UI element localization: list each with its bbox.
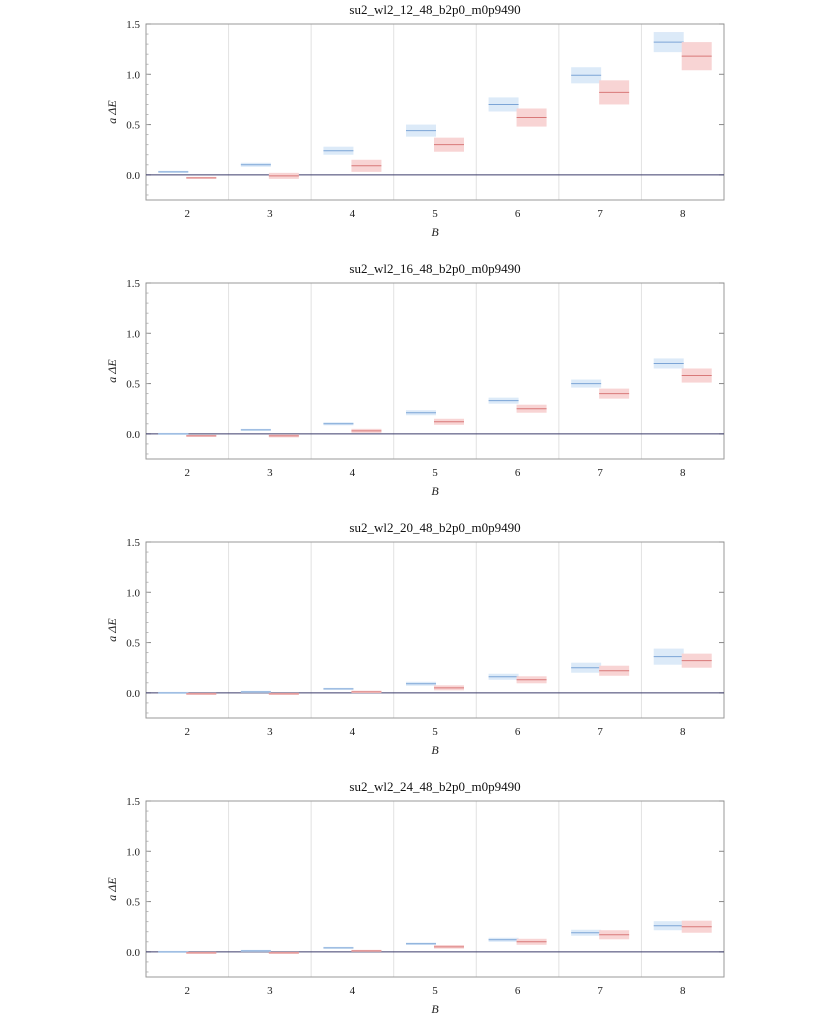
y-axis-label: a ΔE	[105, 618, 119, 642]
y-tick-label: 0.5	[126, 379, 140, 391]
x-axis-label: B	[431, 743, 439, 757]
x-tick-label: 4	[350, 208, 356, 220]
x-tick-label: 7	[597, 208, 603, 220]
x-tick-label: 5	[432, 467, 438, 479]
y-tick-label: 1.5	[126, 537, 140, 549]
chart-panel-1: su2_wl2_12_48_b2p0_m0p9490 0.0 0.5 1.0 1.5 2 3…	[105, 2, 725, 239]
x-tick-label: 7	[597, 985, 603, 997]
x-tick-label: 3	[267, 985, 273, 997]
y-tick-label: 1.5	[126, 19, 140, 31]
y-tick-label: 0.0	[126, 688, 140, 700]
y-axis-label: a ΔE	[105, 359, 119, 383]
x-tick-label: 8	[680, 985, 686, 997]
chart-title: su2_wl2_16_48_b2p0_m0p9490	[349, 261, 520, 276]
x-tick-label: 2	[185, 467, 191, 479]
x-tick-label: 2	[185, 985, 191, 997]
x-tick-label: 7	[597, 467, 603, 479]
plot-frame	[145, 541, 725, 719]
y-tick-label: 0.5	[126, 120, 140, 132]
plot-frame	[145, 23, 725, 201]
y-tick-label: 1.0	[126, 328, 140, 340]
plot-frame	[145, 282, 725, 460]
x-tick-label: 8	[680, 208, 686, 220]
x-tick-label: 6	[515, 467, 521, 479]
chart-panel-3: su2_wl2_20_48_b2p0_m0p9490 0.0 0.5 1.0 1.5 2 3…	[105, 520, 725, 757]
y-tick-label: 0.0	[126, 947, 140, 959]
chart-panel-2: su2_wl2_16_48_b2p0_m0p9490 0.0 0.5 1.0 1.5 2 3…	[105, 261, 725, 498]
chart-title: su2_wl2_20_48_b2p0_m0p9490	[349, 520, 520, 535]
x-tick-label: 4	[350, 726, 356, 738]
chart-title: su2_wl2_12_48_b2p0_m0p9490	[349, 2, 520, 17]
x-axis-label: B	[431, 1002, 439, 1016]
x-tick-label: 3	[267, 208, 273, 220]
y-tick-label: 0.0	[126, 170, 140, 182]
y-tick-label: 0.0	[126, 429, 140, 441]
y-axis-label: a ΔE	[105, 877, 119, 901]
x-tick-label: 2	[185, 208, 191, 220]
x-tick-label: 5	[432, 985, 438, 997]
x-tick-label: 4	[350, 985, 356, 997]
chart-panel-4: su2_wl2_24_48_b2p0_m0p9490 0.0 0.5 1.0 1.5 2 3…	[105, 779, 725, 1016]
x-tick-label: 6	[515, 726, 521, 738]
y-tick-label: 0.5	[126, 638, 140, 650]
x-tick-label: 2	[185, 726, 191, 738]
x-tick-label: 8	[680, 726, 686, 738]
x-axis-label: B	[431, 225, 439, 239]
x-axis-label: B	[431, 484, 439, 498]
x-tick-label: 7	[597, 726, 603, 738]
plot-frame	[145, 800, 725, 978]
x-tick-label: 5	[432, 726, 438, 738]
x-tick-label: 3	[267, 467, 273, 479]
y-tick-label: 1.5	[126, 796, 140, 808]
x-tick-label: 5	[432, 208, 438, 220]
x-tick-label: 4	[350, 467, 356, 479]
chart-title: su2_wl2_24_48_b2p0_m0p9490	[349, 779, 520, 794]
x-tick-label: 3	[267, 726, 273, 738]
y-tick-label: 1.0	[126, 846, 140, 858]
x-tick-label: 8	[680, 467, 686, 479]
y-tick-label: 1.5	[126, 278, 140, 290]
y-tick-label: 0.5	[126, 897, 140, 909]
x-tick-label: 6	[515, 208, 521, 220]
y-tick-label: 1.0	[126, 69, 140, 81]
y-axis-label: a ΔE	[105, 100, 119, 124]
x-tick-label: 6	[515, 985, 521, 997]
y-tick-label: 1.0	[126, 587, 140, 599]
